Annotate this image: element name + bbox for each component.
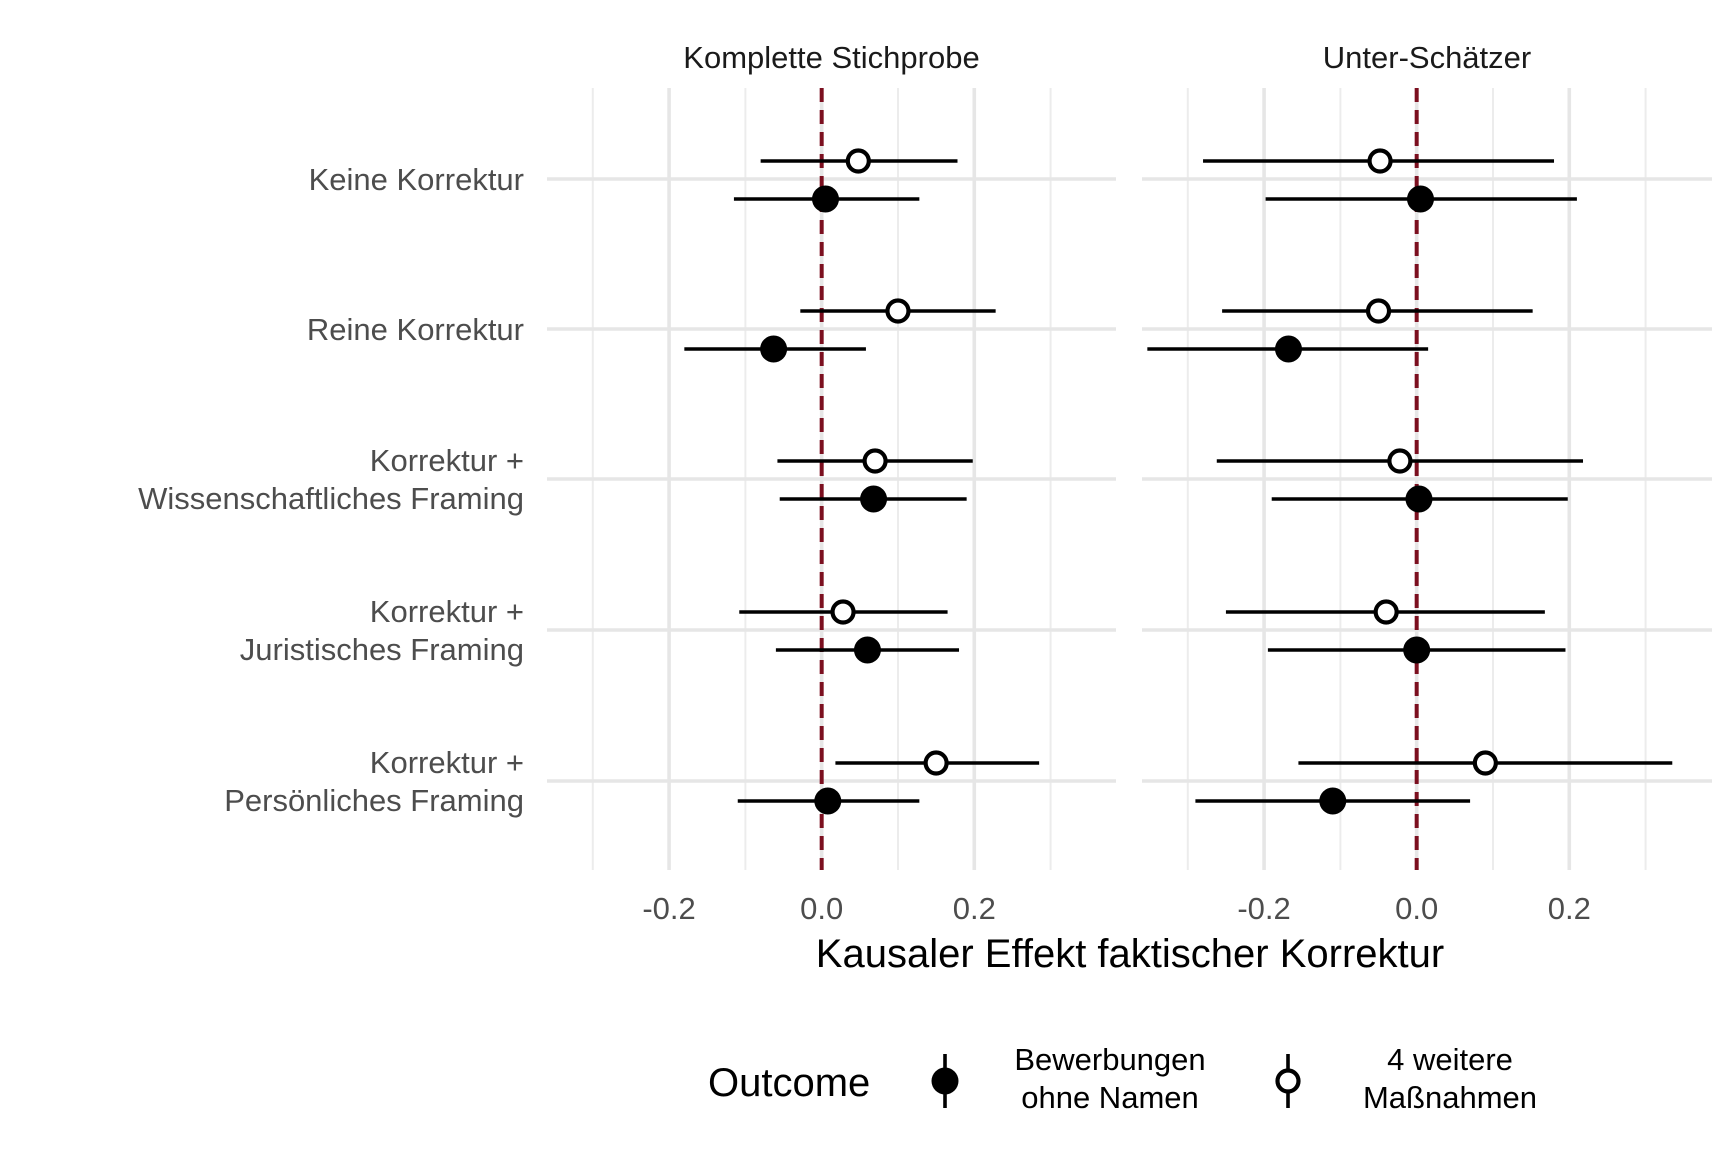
plot-panels: Komplette Stichprobe-0.2 0.0 0.2Unter-Schä… <box>547 40 1712 926</box>
point-open <box>1373 599 1399 625</box>
x-tick-label: 0.2 <box>1548 891 1591 926</box>
category-label: Korrektur + Juristisches Framing <box>240 594 524 667</box>
category-label-line: Korrektur + <box>370 745 524 780</box>
category-label: Reine Korrektur <box>307 312 524 347</box>
category-label: Korrektur + Persönliches Framing <box>224 745 524 818</box>
category-label-line: Persönliches Framing <box>224 783 524 818</box>
x-tick-label: 0.2 <box>953 891 996 926</box>
legend-label: Bewerbungen ohne Namen <box>1014 1042 1205 1115</box>
point-open <box>845 148 871 174</box>
point-open <box>862 448 888 474</box>
category-label-line: Reine Korrektur <box>307 312 524 347</box>
x-axis-title: Kausaler Effekt faktischer Korrektur <box>816 932 1444 976</box>
point-open <box>923 750 949 776</box>
category-label: Korrektur + Wissenschaftliches Framing <box>138 443 524 516</box>
legend-key-filled-point <box>931 1067 959 1095</box>
category-label-line: Korrektur + <box>370 594 524 629</box>
point-open <box>885 298 911 324</box>
panel-1: Komplette Stichprobe -0.2 0.0 0.2 <box>547 40 1116 926</box>
x-tick-label: 0.0 <box>800 891 843 926</box>
category-label-line: Wissenschaftliches Framing <box>138 481 524 516</box>
point-filled <box>1274 335 1302 363</box>
point-filled <box>853 636 881 664</box>
point-open <box>1472 750 1498 776</box>
legend-label: 4 weitere Maßnahmen <box>1363 1042 1537 1115</box>
x-tick-label: 0.0 <box>1395 891 1438 926</box>
point-filled <box>811 185 839 213</box>
point-filled <box>760 335 788 363</box>
point-open <box>1367 148 1393 174</box>
point-open <box>1387 448 1413 474</box>
point-filled <box>1403 636 1431 664</box>
facet-title: Komplette Stichprobe <box>683 40 979 75</box>
legend: Outcome Bewerbungen ohne Namen 4 weitere Ma… <box>708 1042 1537 1115</box>
y-axis-labels: Keine Korrektur Reine Korrektur Korrektur … <box>138 162 524 818</box>
legend-label-line: ohne Namen <box>1021 1080 1199 1115</box>
legend-label-line: Bewerbungen <box>1014 1042 1205 1077</box>
panel-2: Unter-Schätzer -0.2 0.0 0.2 <box>1142 40 1712 926</box>
category-label-line: Juristisches Framing <box>240 632 524 667</box>
point-filled <box>1405 485 1433 513</box>
legend-title: Outcome <box>708 1061 870 1105</box>
point-filled <box>814 787 842 815</box>
x-tick-label: -0.2 <box>642 891 695 926</box>
facet-title: Unter-Schätzer <box>1323 40 1531 75</box>
legend-label-line: Maßnahmen <box>1363 1080 1537 1115</box>
category-label-line: Keine Korrektur <box>309 162 524 197</box>
category-label: Keine Korrektur <box>309 162 524 197</box>
legend-entry-massnahmen: 4 weitere Maßnahmen <box>1275 1042 1537 1115</box>
category-label-line: Korrektur + <box>370 443 524 478</box>
point-open <box>830 599 856 625</box>
legend-label-line: 4 weitere <box>1387 1042 1513 1077</box>
point-filled <box>1319 787 1347 815</box>
legend-key-open-point <box>1275 1068 1301 1094</box>
legend-entry-bewerbungen: Bewerbungen ohne Namen <box>931 1042 1206 1115</box>
point-filled <box>1406 185 1434 213</box>
point-filled <box>860 485 888 513</box>
x-tick-label: -0.2 <box>1237 891 1290 926</box>
point-open <box>1365 298 1392 324</box>
